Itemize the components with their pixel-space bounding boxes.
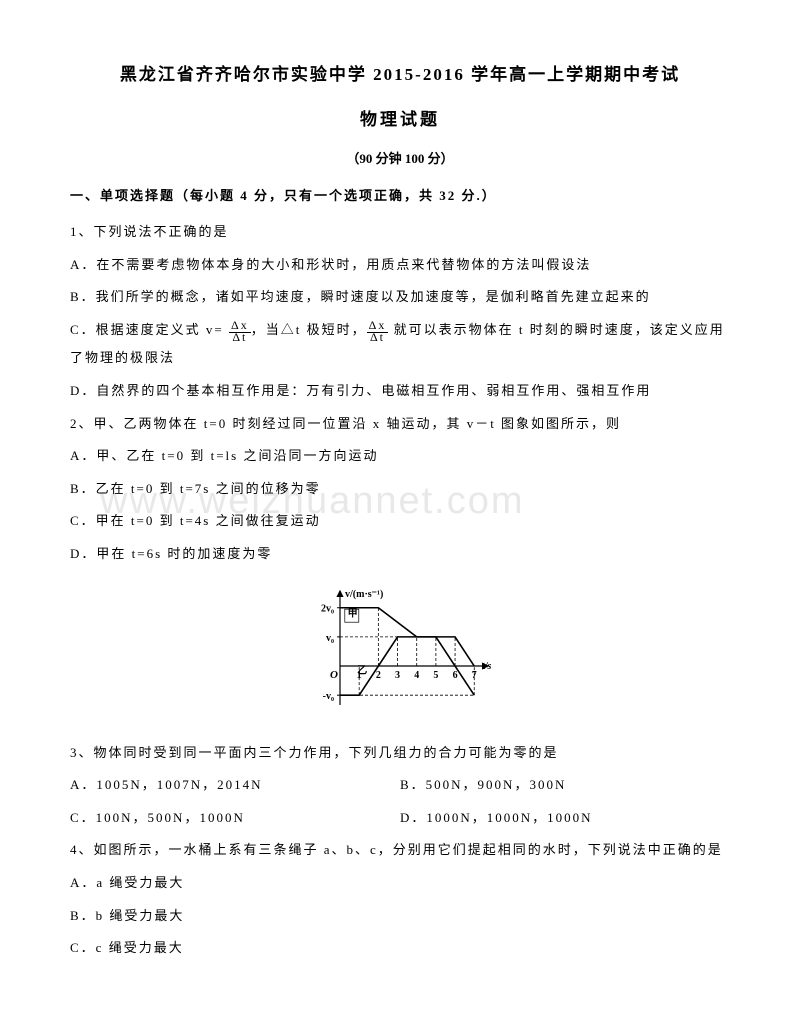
q1-option-b: B．我们所学的概念，诸如平均速度，瞬时速度以及加速度等，是伽利略首先建立起来的 bbox=[70, 283, 730, 312]
q3-option-c: C．100N，500N，1000N bbox=[70, 804, 400, 833]
q2-option-b: B．乙在 t=0 到 t=7s 之间的位移为零 bbox=[70, 475, 730, 504]
section-header: 一、单项选择题（每小题 4 分，只有一个选项正确，共 32 分.） bbox=[70, 185, 730, 204]
q1-option-c: C．根据速度定义式 v= ΔxΔt，当△t 极短时，ΔxΔt 就可以表示物体在 … bbox=[70, 316, 730, 373]
q2-stem: 2、甲、乙两物体在 t=0 时刻经过同一位置沿 x 轴运动，其 v－t 图象如图… bbox=[70, 410, 730, 439]
svg-text:4: 4 bbox=[414, 670, 419, 681]
svg-text:-v₀: -v₀ bbox=[323, 691, 334, 702]
vt-chart-svg: O1234567-v₀v₀2v₀t/sv/(m·s⁻¹)甲乙 bbox=[295, 579, 505, 719]
frac-bot-2: Δt bbox=[368, 330, 387, 344]
q1-option-a: A．在不需要考虑物体本身的大小和形状时，用质点来代替物体的方法叫假设法 bbox=[70, 251, 730, 280]
svg-text:2v₀: 2v₀ bbox=[321, 603, 334, 614]
q1-stem: 1、下列说法不正确的是 bbox=[70, 218, 730, 247]
fraction-2: ΔxΔt bbox=[367, 319, 389, 343]
q4-stem: 4、如图所示，一水桶上系有三条绳子 a、b、c，分别用它们提起相同的水时，下列说… bbox=[70, 836, 730, 865]
svg-text:2: 2 bbox=[376, 670, 381, 681]
q4-option-c: C．c 绳受力最大 bbox=[70, 934, 730, 963]
svg-text:v₀: v₀ bbox=[326, 632, 334, 643]
exam-meta: （90 分钟 100 分） bbox=[70, 148, 730, 167]
svg-text:O: O bbox=[330, 669, 338, 681]
svg-text:t/s: t/s bbox=[482, 661, 492, 672]
page-subtitle: 物理试题 bbox=[70, 105, 730, 130]
svg-text:3: 3 bbox=[395, 670, 400, 681]
q2-option-a: A．甲、乙在 t=0 到 t=ls 之间沿同一方向运动 bbox=[70, 442, 730, 471]
fraction-1: ΔxΔt bbox=[229, 319, 251, 343]
q4-option-b: B．b 绳受力最大 bbox=[70, 902, 730, 931]
svg-text:5: 5 bbox=[433, 670, 438, 681]
q1-option-d: D．自然界的四个基本相互作用是：万有引力、电磁相互作用、弱相互作用、强相互作用 bbox=[70, 377, 730, 406]
q2-chart: O1234567-v₀v₀2v₀t/sv/(m·s⁻¹)甲乙 bbox=[70, 579, 730, 724]
svg-text:6: 6 bbox=[453, 670, 458, 681]
q3-stem: 3、物体同时受到同一平面内三个力作用，下列几组力的合力可能为零的是 bbox=[70, 739, 730, 768]
svg-text:乙: 乙 bbox=[357, 664, 367, 676]
q3-option-d: D．1000N，1000N，1000N bbox=[400, 804, 730, 833]
svg-text:v/(m·s⁻¹): v/(m·s⁻¹) bbox=[345, 589, 383, 600]
q3-row1: A．1005N，1007N，2014N B．500N，900N，300N bbox=[70, 771, 730, 800]
q1c-pre: C．根据速度定义式 v= bbox=[70, 322, 229, 337]
q2-option-d: D．甲在 t=6s 时的加速度为零 bbox=[70, 540, 730, 569]
q4-option-a: A．a 绳受力最大 bbox=[70, 869, 730, 898]
q3-row2: C．100N，500N，1000N D．1000N，1000N，1000N bbox=[70, 804, 730, 833]
document-content: 黑龙江省齐齐哈尔市实验中学 2015-2016 学年高一上学期期中考试 物理试题… bbox=[70, 60, 730, 963]
q3-option-b: B．500N，900N，300N bbox=[400, 771, 730, 800]
page-title: 黑龙江省齐齐哈尔市实验中学 2015-2016 学年高一上学期期中考试 bbox=[70, 60, 730, 85]
q3-option-a: A．1005N，1007N，2014N bbox=[70, 771, 400, 800]
frac-bot: Δt bbox=[230, 330, 249, 344]
q2-option-c: C．甲在 t=0 到 t=4s 之间做往复运动 bbox=[70, 507, 730, 536]
q1c-mid: ，当△t 极短时， bbox=[251, 322, 367, 337]
